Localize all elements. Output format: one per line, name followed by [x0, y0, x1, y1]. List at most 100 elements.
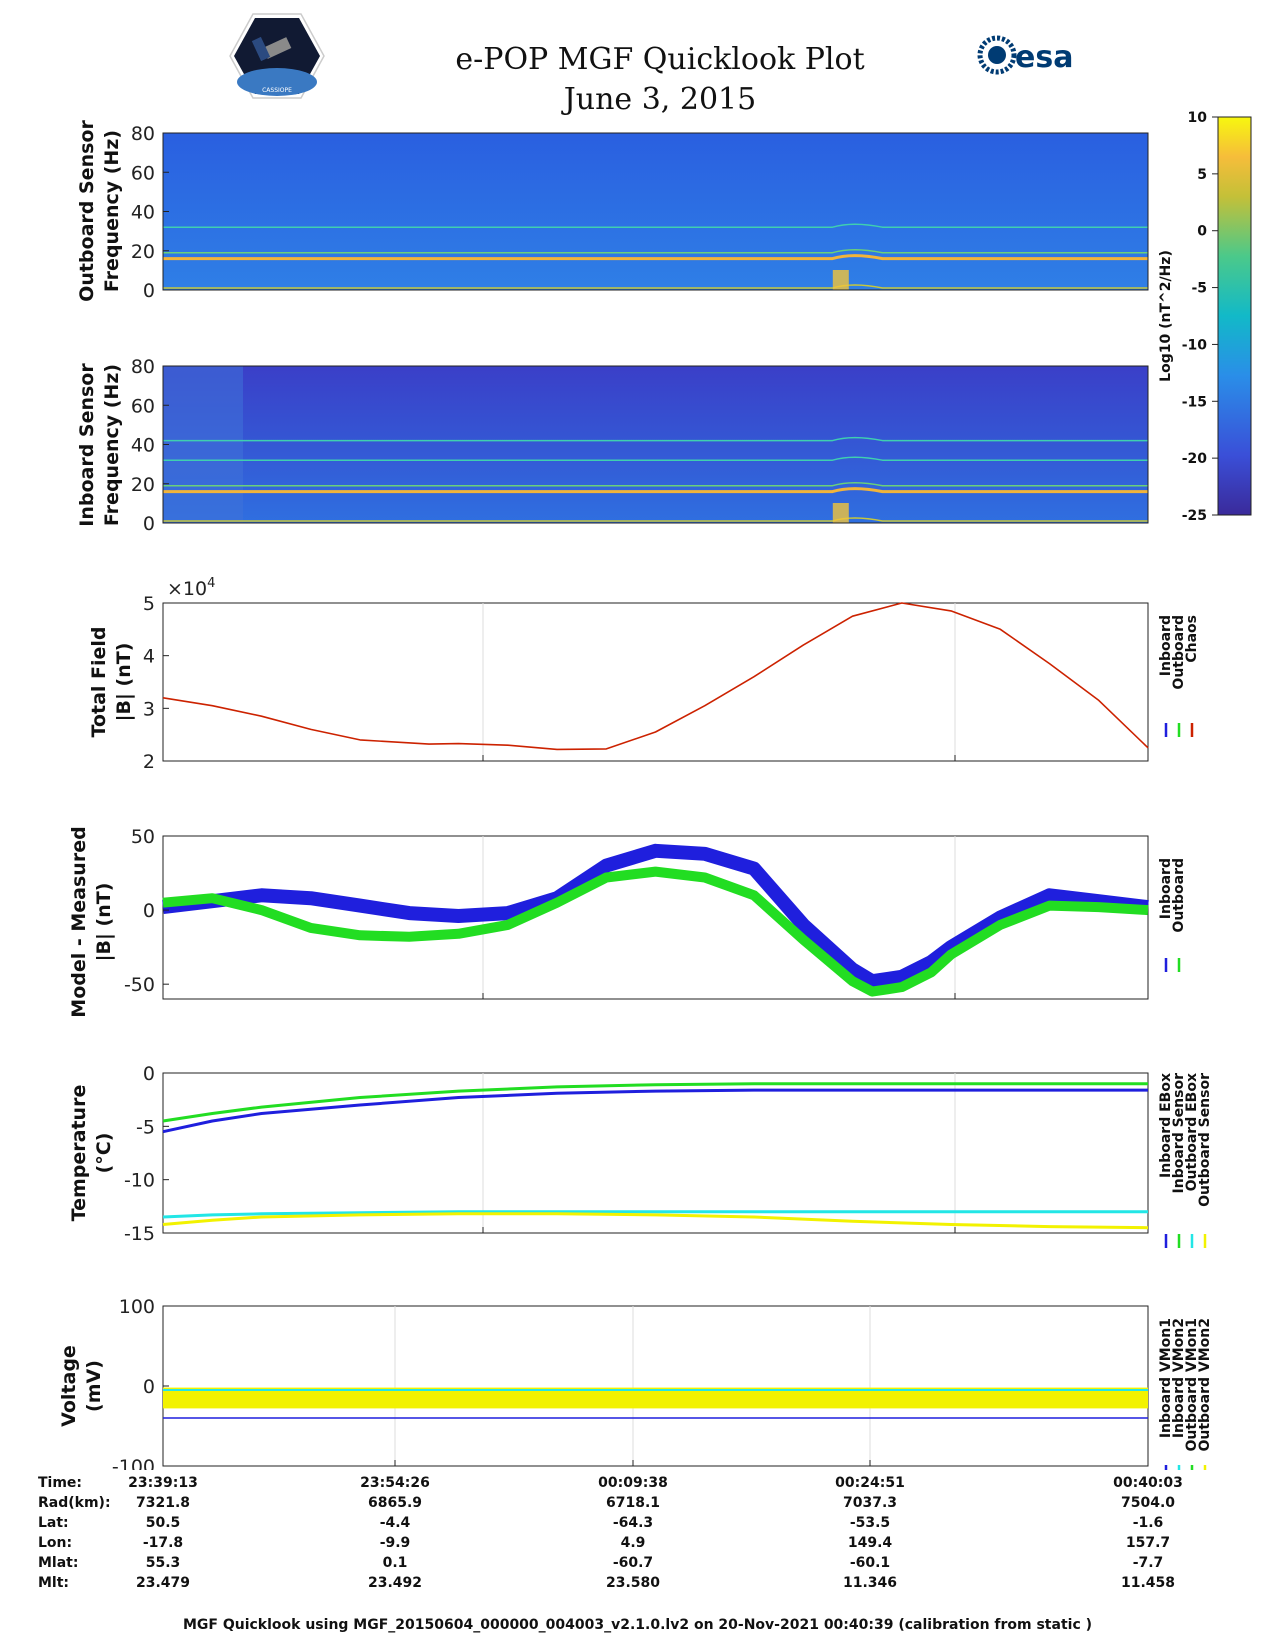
esa-logo: esa	[977, 35, 1073, 75]
orbit-table-cell: 00:09:38	[598, 1475, 668, 1491]
outboard-spectrogram	[163, 133, 1148, 290]
legend-label: Outboard EBox	[1184, 1073, 1200, 1191]
orbit-table-cell: -17.8	[142, 1535, 184, 1551]
outboard-residual-line	[162, 866, 1149, 997]
total-field-ylabel-line2: |B| (nT)	[113, 643, 135, 722]
residual-ylabel-line1: Model - Measured	[68, 826, 90, 1017]
orbit-table-cell: -60.7	[612, 1555, 654, 1571]
orbit-table-cell: 23.479	[135, 1575, 191, 1591]
orbit-table-cell: -64.3	[612, 1515, 654, 1531]
spectral-burst	[832, 503, 849, 523]
y-tick-label: 0	[143, 513, 155, 535]
total-field-panel: 2 3 4 5 ×104 Total Field |B| (nT) InboardOu…	[88, 576, 1200, 773]
colorbar-label: Log10 (nT^2/Hz)	[1158, 250, 1174, 382]
orbit-table-cell: 6865.9	[367, 1495, 423, 1511]
chaos-line	[162, 602, 1149, 751]
temperature-ylabel-line2: (°C)	[93, 1133, 115, 1174]
orbit-info-table: Time: 23:39:13 23:54:26 00:09:38 00:24:51 00:…	[38, 1475, 1238, 1595]
orbit-table-cell: 00:24:51	[835, 1475, 905, 1491]
y-tick-label: 0	[143, 280, 155, 302]
total-field-ylabel-line1: Total Field	[88, 626, 110, 737]
satellite-logo-caption: CASSIOPE	[262, 87, 292, 94]
legend-label: Outboard	[1171, 858, 1187, 933]
orbit-table-cell: 23:54:26	[360, 1475, 430, 1491]
orbit-table-row-label: Mlat:	[38, 1555, 79, 1571]
orbit-table-row-label: Rad(km):	[38, 1495, 111, 1511]
orbit-table-cell: 0.1	[382, 1555, 408, 1571]
inboard-ylabel-line1: Inboard Sensor	[76, 363, 98, 527]
orbit-table-cell: 6718.1	[605, 1495, 661, 1511]
plot-date: June 3, 2015	[563, 82, 757, 117]
inboard-sensor-line	[162, 1088, 1148, 1134]
orbit-table-row-label: Lon:	[38, 1535, 73, 1551]
orbit-table-row: Mlt: 23.479 23.492 23.580 11.346 11.458	[38, 1575, 1238, 1595]
y-tick-label: 0	[143, 1063, 155, 1085]
legend-label: Inboard Sensor	[1171, 1073, 1187, 1194]
y-tick-label: 40	[131, 202, 155, 224]
orbit-table-row: Time: 23:39:13 23:54:26 00:09:38 00:24:51 00:…	[38, 1475, 1238, 1495]
orbit-table-row-label: Time:	[38, 1475, 83, 1491]
y-tick-label: -5	[136, 1116, 155, 1138]
colorbar-tick-label: -25	[1182, 508, 1207, 524]
spectral-band	[163, 487, 1148, 494]
colorbar-tick-label: -15	[1182, 394, 1207, 410]
esa-logo-text: esa	[1015, 40, 1073, 75]
orbit-table-cell: 157.7	[1125, 1535, 1171, 1551]
y-tick-label: 0	[143, 1376, 155, 1398]
orbit-table-row: Rad(km): 7321.8 6865.9 6718.1 7037.3 7504.0	[38, 1495, 1238, 1515]
inboard-residual-line	[162, 843, 1149, 989]
legend-label: Inboard EBox	[1158, 1073, 1174, 1178]
orbit-table-cell: 11.346	[842, 1575, 898, 1591]
spectral-band	[163, 248, 1148, 254]
legend-label: Outboard	[1171, 615, 1187, 690]
y-tick-label: 20	[131, 241, 155, 263]
orbit-table-cell: 00:40:03	[1113, 1475, 1183, 1491]
orbit-table-cell: -7.7	[1132, 1555, 1164, 1571]
spectral-band	[163, 481, 1148, 487]
inboard-spectrogram-bands	[163, 436, 1148, 523]
orbit-table-cell: -4.4	[379, 1515, 411, 1531]
y-tick-label: 4	[143, 646, 155, 668]
total-field-lines	[162, 602, 1149, 751]
y-tick-label: -100	[112, 1456, 155, 1470]
outboard-vmon2-band	[163, 1387, 1148, 1409]
orbit-table-row: Mlat: 55.3 0.1 -60.7 -60.1 -7.7	[38, 1555, 1238, 1575]
y-tick-label: 50	[131, 826, 155, 848]
y-tick-label: 80	[131, 356, 155, 378]
orbit-table-cell: 11.458	[1120, 1575, 1176, 1591]
legend-label: Chaos	[1184, 615, 1200, 663]
colorbar: 10 5 0 -5 -10 -15 -20 -25 Log10 (nT^2/Hz)	[1158, 110, 1252, 524]
y-tick-label: 5	[143, 593, 155, 615]
orbit-table-cell: -60.1	[849, 1555, 891, 1571]
y-tick-label: -10	[124, 1170, 155, 1192]
colorbar-tick-label: -10	[1182, 337, 1208, 353]
spectral-band	[163, 284, 1148, 289]
inboard-ebox-line	[162, 1082, 1148, 1123]
orbit-table-cell: 23.492	[367, 1575, 423, 1591]
legend-label: Inboard VMon1	[1158, 1318, 1174, 1438]
voltage-panel: -100 0 100 Voltage (mV) Inboard VMon1Inboa…	[58, 1296, 1213, 1470]
colorbar-gradient	[1217, 116, 1252, 516]
y-tick-label: 80	[131, 123, 155, 145]
outboard-ylabel-line1: Outboard Sensor	[76, 120, 98, 302]
temperature-lines	[162, 1082, 1149, 1230]
orbit-table-row: Lat: 50.5 -4.4 -64.3 -53.5 -1.6	[38, 1515, 1238, 1535]
colorbar-tick-label: 0	[1197, 224, 1207, 240]
inboard-spectrogram-early-segment	[163, 366, 243, 523]
colorbar-tick-label: 10	[1188, 110, 1208, 126]
satellite-mission-logo: CASSIOPE	[229, 13, 325, 99]
spectral-band	[163, 517, 1148, 522]
plot-title: e-POP MGF Quicklook Plot	[455, 42, 865, 77]
inboard-ylabel-line2: Frequency (Hz)	[101, 364, 123, 526]
residual-ylabel-line2: |B| (nT)	[93, 883, 115, 962]
y-tick-label: 20	[131, 474, 155, 496]
orbit-table-row: Lon: -17.8 -9.9 4.9 149.4 157.7	[38, 1535, 1238, 1555]
orbit-table-cell: 4.9	[620, 1535, 646, 1551]
outboard-sensor-line	[162, 1212, 1149, 1230]
orbit-table-cell: -53.5	[849, 1515, 891, 1531]
